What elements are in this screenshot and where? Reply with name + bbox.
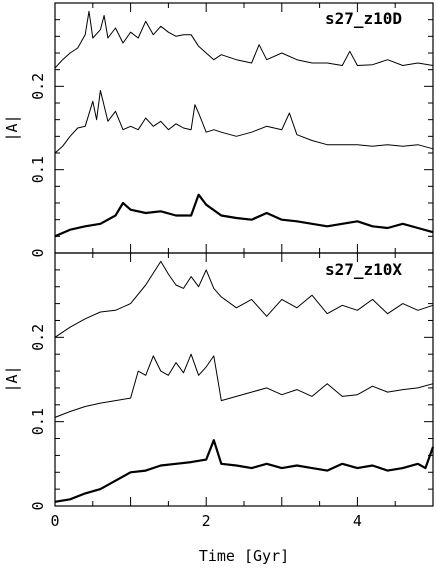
y-tick-label: 0.1: [29, 156, 47, 183]
panel-series: [54, 10, 434, 238]
x-tick-label: 4: [353, 512, 362, 530]
y-tick-label: 0.2: [29, 73, 47, 100]
y-tick-label: 0: [29, 248, 47, 257]
panel-label: s27_z10D: [325, 9, 402, 28]
y-tick-label: 0.1: [29, 408, 47, 435]
panel-s27-z10d: 0 0.1 0.2 s27_z10D |A|: [3, 2, 434, 258]
series-line-2: [54, 90, 434, 154]
x-tick-labels: 0 2 4: [50, 512, 361, 530]
panel-label: s27_z10X: [325, 260, 402, 279]
y-tick-label: 0: [29, 501, 47, 510]
series-line-3: [54, 193, 434, 238]
x-tick-label: 2: [202, 512, 211, 530]
y-tick-labels: 0 0.1 0.2: [29, 324, 47, 511]
y-axis-title: |A|: [3, 365, 21, 392]
series-line-1: [54, 10, 434, 69]
panel-ticks: [54, 252, 434, 507]
series-line-1: [54, 260, 434, 338]
y-tick-labels: 0 0.1 0.2: [29, 73, 47, 258]
x-axis-title: Time [Gyr]: [199, 547, 289, 565]
x-tick-label: 0: [50, 512, 59, 530]
y-axis-title: |A|: [3, 114, 21, 141]
series-line-2: [54, 353, 434, 418]
panel-s27-z10x: 0 0.1 0.2 0 2 4 s27_z10X |A|: [3, 252, 435, 530]
y-tick-label: 0.2: [29, 324, 47, 351]
panel-series: [54, 260, 435, 503]
series-line-3: [54, 439, 435, 503]
